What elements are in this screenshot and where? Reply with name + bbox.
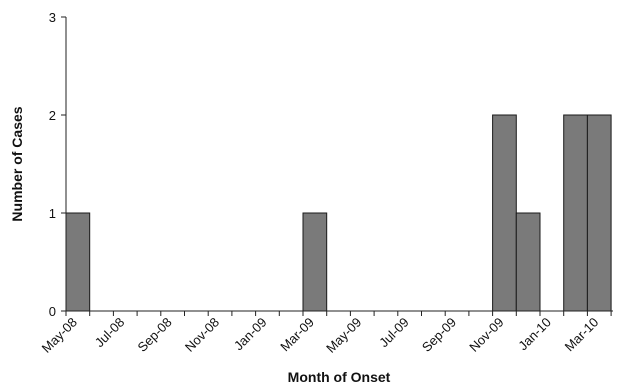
- y-tick-label-1: 1: [49, 206, 56, 221]
- bar-may-08: [65, 212, 91, 312]
- x-tick-label-nov-09: Nov-09: [466, 315, 506, 355]
- bar-nov-09: [492, 114, 517, 312]
- x-tick-label-mar-09: Mar-09: [277, 315, 317, 355]
- y-tick-label-2: 2: [49, 108, 56, 123]
- bar-mar-09: [302, 212, 328, 312]
- x-tick-label-sep-08: Sep-08: [135, 315, 175, 355]
- y-tick-label-3: 3: [49, 10, 56, 25]
- x-tick-label-jul-09: Jul-09: [376, 315, 412, 351]
- x-tick-label-mar-10: Mar-10: [562, 315, 602, 355]
- x-tick-label-nov-08: Nov-08: [182, 315, 222, 355]
- x-tick-label-jan-10: Jan-10: [515, 315, 554, 354]
- x-tick-label-may-08: May-08: [39, 315, 80, 356]
- x-tick-label-sep-09: Sep-09: [419, 315, 459, 355]
- bars-layer: [65, 114, 612, 312]
- bar-dec-09: [515, 212, 541, 312]
- x-tick-label-jan-09: Jan-09: [231, 315, 270, 354]
- bar-mar-10: [586, 114, 612, 312]
- x-axis-title: Month of Onset: [288, 369, 391, 385]
- y-axis-title: Number of Cases: [9, 106, 25, 221]
- axes-layer: [65, 17, 613, 312]
- y-tick-label-0: 0: [49, 304, 56, 319]
- x-tick-label-may-09: May-09: [323, 315, 364, 356]
- x-tick-label-jul-08: Jul-08: [92, 315, 128, 351]
- bar-feb-10: [563, 114, 588, 312]
